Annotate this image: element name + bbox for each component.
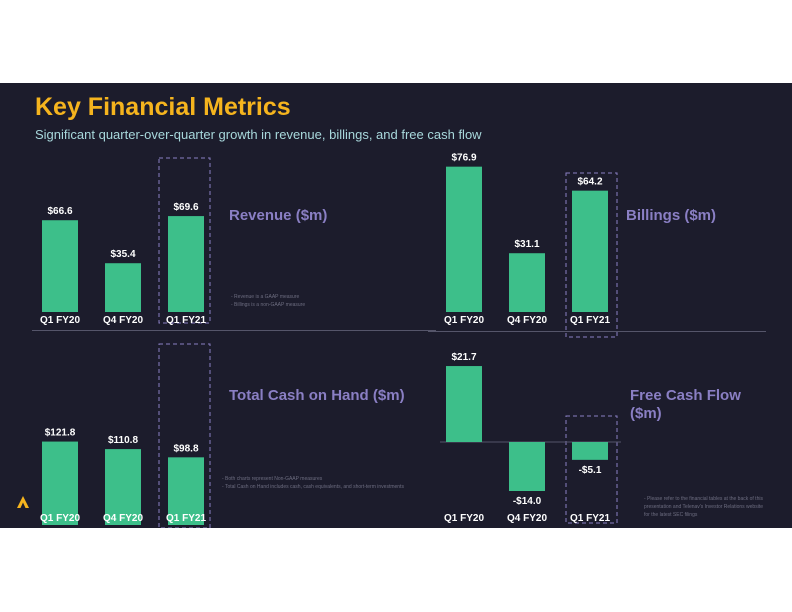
- panel-title-fcf-line2: ($m): [630, 405, 662, 422]
- revenue-tick-label-2: Q4 FY20: [103, 315, 143, 326]
- fcf-tick-label-1: Q1 FY20: [444, 513, 484, 524]
- fcf-highlight-box: [565, 415, 618, 524]
- revenue-value-label-2: $35.4: [110, 249, 135, 260]
- note-bottom-2: - Total Cash on Hand includes cash, cash…: [222, 484, 404, 490]
- revenue-value-label-1: $66.6: [47, 206, 72, 217]
- billings-value-label-3: $64.2: [577, 177, 602, 188]
- fcf-tick-label-3: Q1 FY21: [570, 513, 610, 524]
- fcf-bar-2: [509, 442, 545, 491]
- panel-title-billings: Billings ($m): [626, 207, 717, 224]
- billings-tick-label-2: Q4 FY20: [507, 315, 547, 326]
- cash-value-label-1: $121.8: [45, 428, 76, 439]
- billings-bar-2: [509, 253, 545, 312]
- note-right-1: - Please refer to the financial tables a…: [644, 496, 763, 502]
- triangle-logo-icon: [17, 496, 29, 508]
- revenue-bar-2: [105, 263, 141, 312]
- fcf-bar-1: [446, 366, 482, 442]
- billings-value-label-1: $76.9: [451, 153, 476, 164]
- billings-value-label-2: $31.1: [514, 239, 539, 250]
- cash-tick-label-1: Q1 FY20: [40, 513, 80, 524]
- revenue-tick-label-1: Q1 FY20: [40, 315, 80, 326]
- cash-value-label-3: $98.8: [173, 443, 198, 454]
- cash-highlight-box: [158, 343, 211, 528]
- cash-tick-label-2: Q4 FY20: [103, 513, 143, 524]
- charts-canvas: $66.6 $35.4 $69.6 Q1 FY20 Q4 FY20 Q1 FY21 $76.…: [40, 153, 621, 528]
- cash-bar-3: [168, 457, 204, 525]
- note-top-2: - Billings is a non-GAAP measure: [231, 302, 306, 308]
- revenue-tick-label-3: Q1 FY21: [166, 315, 206, 326]
- cash-bar-1: [42, 441, 78, 525]
- panel-title-fcf-line1: Free Cash Flow: [630, 387, 741, 404]
- fcf-value-label-1: $21.7: [451, 352, 476, 363]
- billings-tick-label-3: Q1 FY21: [570, 315, 610, 326]
- fcf-value-label-2: -$14.0: [513, 496, 542, 507]
- divider-right: [428, 331, 766, 332]
- billings-highlight-box: [565, 172, 618, 338]
- revenue-value-label-3: $69.6: [173, 202, 198, 213]
- fcf-tick-label-2: Q4 FY20: [507, 513, 547, 524]
- revenue-highlight-box: [158, 157, 211, 324]
- panel-title-revenue: Revenue ($m): [229, 207, 328, 224]
- billings-bar-3: [572, 190, 608, 312]
- page-title: Key Financial Metrics: [35, 93, 291, 121]
- note-right-3: for the latest SEC filings: [644, 512, 698, 518]
- note-right-2: presentation and Telenav's Investor Rela…: [644, 504, 763, 510]
- panel-title-cash: Total Cash on Hand ($m): [229, 387, 405, 404]
- fcf-bar-3: [572, 442, 608, 460]
- cash-value-label-2: $110.8: [108, 435, 138, 446]
- billings-tick-label-1: Q1 FY20: [444, 315, 484, 326]
- revenue-bar-3: [168, 216, 204, 312]
- note-top-1: - Revenue is a GAAP measure: [231, 294, 300, 300]
- cash-bar-2: [105, 449, 141, 525]
- fcf-value-label-3: -$5.1: [579, 465, 602, 476]
- slide: Key Financial Metrics Significant quarte…: [0, 83, 792, 528]
- revenue-bar-1: [42, 220, 78, 312]
- note-bottom-1: - Both charts represent Non-GAAP measure…: [222, 476, 323, 482]
- divider-left: [32, 330, 436, 331]
- page-subtitle: Significant quarter-over-quarter growth …: [35, 127, 482, 142]
- billings-bar-1: [446, 166, 482, 312]
- cash-tick-label-3: Q1 FY21: [166, 513, 206, 524]
